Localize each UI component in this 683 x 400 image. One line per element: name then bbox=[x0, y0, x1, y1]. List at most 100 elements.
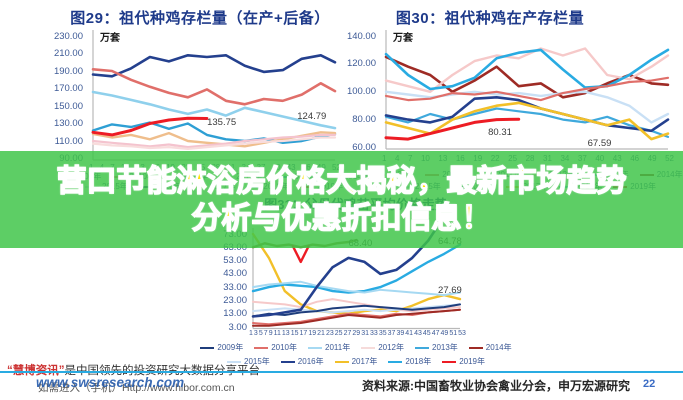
chart30-series-2013年 bbox=[384, 107, 670, 138]
chart31-xtick-row: 1 3 5 7 9 11 13 15 17 19 21 23 25 27 29 31 33 35 37 39 41 43 4… bbox=[249, 330, 466, 337]
chart31-series-2014年 bbox=[252, 308, 461, 327]
chart31-legend-item: 2014年 bbox=[468, 342, 512, 353]
promo-banner-line2: 分析与优惠折扣信息！ bbox=[191, 201, 492, 235]
data-source-text: 资料来源:中国畜牧业协会禽业分会，申万宏源研究 bbox=[362, 379, 630, 393]
chart31-ytick-label: 3.00 bbox=[228, 321, 248, 333]
chart31-ytick-label: 43.00 bbox=[223, 268, 247, 280]
legend-line-swatch bbox=[308, 346, 322, 349]
chart31-xtick-label: 51 bbox=[449, 330, 458, 337]
chart31-xtick-label: 23 bbox=[325, 330, 334, 337]
chart29-ytick-label: 130.00 bbox=[53, 118, 83, 129]
chart29-series-2016年 bbox=[91, 53, 337, 78]
chart31-xtick-label: 31 bbox=[361, 330, 370, 337]
chart31-xtick-label: 37 bbox=[387, 330, 396, 337]
chart31-series-2009年 bbox=[252, 303, 461, 318]
chart30-ytick-label: 100.00 bbox=[346, 86, 376, 98]
legend-line-swatch bbox=[200, 346, 215, 349]
legend-year-label: 2014年 bbox=[485, 343, 512, 352]
chart30-ytick-label: 120.00 bbox=[346, 58, 376, 70]
legend-year-label: 2016年 bbox=[297, 357, 324, 366]
chart30-series-2018年 bbox=[384, 48, 670, 91]
chart31-value-label: 27.69 bbox=[438, 285, 462, 297]
chart29-series-2012年 bbox=[91, 133, 337, 149]
chart31-legend-item: 2018年 bbox=[388, 356, 431, 367]
chart31-xtick-label: 47 bbox=[431, 330, 440, 337]
chart31-legend-item: 2011年 bbox=[308, 342, 350, 353]
chart29-unit-label: 万套 bbox=[100, 33, 120, 44]
legend-line-swatch bbox=[415, 346, 429, 349]
chart31-xtick-label: 7 bbox=[263, 330, 268, 337]
chart31-legend-row: 2009年 2010年 2011年 2012年 2013年 2014年 bbox=[186, 342, 526, 353]
chart31-xtick-label: 5 bbox=[258, 330, 263, 337]
chart29-series-2014年 bbox=[91, 68, 337, 106]
chart31-xtick-label: 29 bbox=[352, 330, 361, 337]
legend-year-label: 2018年 bbox=[405, 357, 432, 366]
swsresearch-url: www.swsresearch.com bbox=[36, 375, 185, 390]
chart31-legend-item: 2012年 bbox=[361, 342, 404, 353]
chart31-xtick-label: 25 bbox=[334, 330, 343, 337]
chart31-xtick-label: 49 bbox=[440, 330, 449, 337]
legend-year-label: 2010年 bbox=[271, 343, 297, 352]
chart31-legend-item: 2019年 bbox=[442, 356, 485, 367]
chart31-series-2017年 bbox=[251, 232, 462, 315]
chart29-ytick-label: 150.00 bbox=[53, 100, 83, 112]
chart30-ytick-label: 140.00 bbox=[346, 30, 376, 42]
chart31-xtick-label: 43 bbox=[414, 330, 422, 337]
chart31-ytick-label: 13.00 bbox=[223, 308, 247, 320]
chart29-series-2011年 bbox=[91, 90, 337, 130]
legend-line-swatch bbox=[254, 346, 269, 349]
chart31-xtick-label: 53 bbox=[458, 330, 466, 337]
chart31-xtick-label: 35 bbox=[378, 330, 387, 337]
chart31-xtick-label: 13 bbox=[281, 330, 290, 337]
chart29-ytick-label: 230.00 bbox=[53, 30, 83, 42]
chart31-legend-item: 2016年 bbox=[280, 356, 324, 367]
chart31-series-2016年 bbox=[251, 227, 438, 318]
chart31-xtick-label: 27 bbox=[343, 330, 352, 337]
legend-year-label: 2017年 bbox=[351, 357, 378, 366]
chart31-xtick-label: 9 bbox=[268, 330, 273, 337]
chart31-ytick-label: 23.00 bbox=[223, 294, 247, 306]
page-number: 22 bbox=[643, 378, 656, 390]
chart29-ytick-label: 210.00 bbox=[53, 48, 83, 59]
hibor-watermark-text: 如需进入（手机）Http://www.hibor.com.cn bbox=[38, 382, 235, 394]
chart31-xtick-label: 1 bbox=[249, 330, 253, 337]
chart31-legend-item: 2017年 bbox=[334, 356, 378, 367]
chart30-ytick-label: 80.00 bbox=[352, 114, 376, 126]
legend-line-swatch bbox=[361, 346, 376, 349]
chart29-series-2015年 bbox=[91, 136, 337, 150]
chart31-xtick-label: 17 bbox=[299, 330, 308, 337]
legend-year-label: 2009年 bbox=[217, 343, 244, 352]
legend-year-label: 2011年 bbox=[325, 343, 351, 352]
chart31-legend-item: 2013年 bbox=[415, 342, 458, 353]
chart30-series-2010年 bbox=[384, 76, 670, 102]
chart30-title: 图30：祖代种鸡在产存栏量 bbox=[395, 10, 585, 27]
promo-banner-line1: 营口节能淋浴房价格大揭秘，最新市场趋势 bbox=[56, 164, 627, 198]
legend-line-swatch bbox=[442, 360, 457, 363]
chart29-ytick-label: 110.00 bbox=[54, 135, 83, 147]
legend-line-swatch bbox=[334, 360, 349, 363]
chart31-xtick-label: 33 bbox=[370, 330, 378, 337]
footer-divider bbox=[0, 371, 683, 373]
chart29-series-2019年 bbox=[91, 116, 209, 137]
chart29-ytick-label: 170.00 bbox=[53, 83, 83, 94]
chart31-xtick-label: 3 bbox=[253, 330, 258, 337]
chart31-xtick-label: 21 bbox=[317, 330, 325, 337]
chart30-value-label: 67.59 bbox=[587, 138, 612, 150]
chart30-series-2019年 bbox=[384, 117, 521, 141]
chart31-series-2011年 bbox=[252, 280, 461, 297]
legend-year-label: 2013年 bbox=[432, 343, 458, 352]
legend-year-label: 2015年 bbox=[244, 357, 270, 366]
chart29-series-2013年 bbox=[91, 121, 337, 145]
chart30-value-label: 80.31 bbox=[488, 127, 512, 139]
chart31-xtick-label: 39 bbox=[396, 330, 405, 337]
chart30-unit-label: 万套 bbox=[393, 33, 413, 44]
chart29-ytick-label: 190.00 bbox=[53, 65, 83, 77]
chart31-xtick-label: 11 bbox=[273, 330, 281, 337]
chart31-ytick-label: 53.00 bbox=[223, 255, 247, 267]
chart31-xtick-label: 41 bbox=[405, 330, 414, 337]
legend-line-swatch bbox=[468, 346, 483, 349]
chart31-series-2018年 bbox=[251, 243, 462, 294]
promo-banner: 营口节能淋浴房价格大揭秘，最新市场趋势 分析与优惠折扣信息！ bbox=[0, 151, 683, 248]
chart31-legend-row: 2015年 2016年 2017年 2018年 2019年 bbox=[186, 356, 526, 367]
